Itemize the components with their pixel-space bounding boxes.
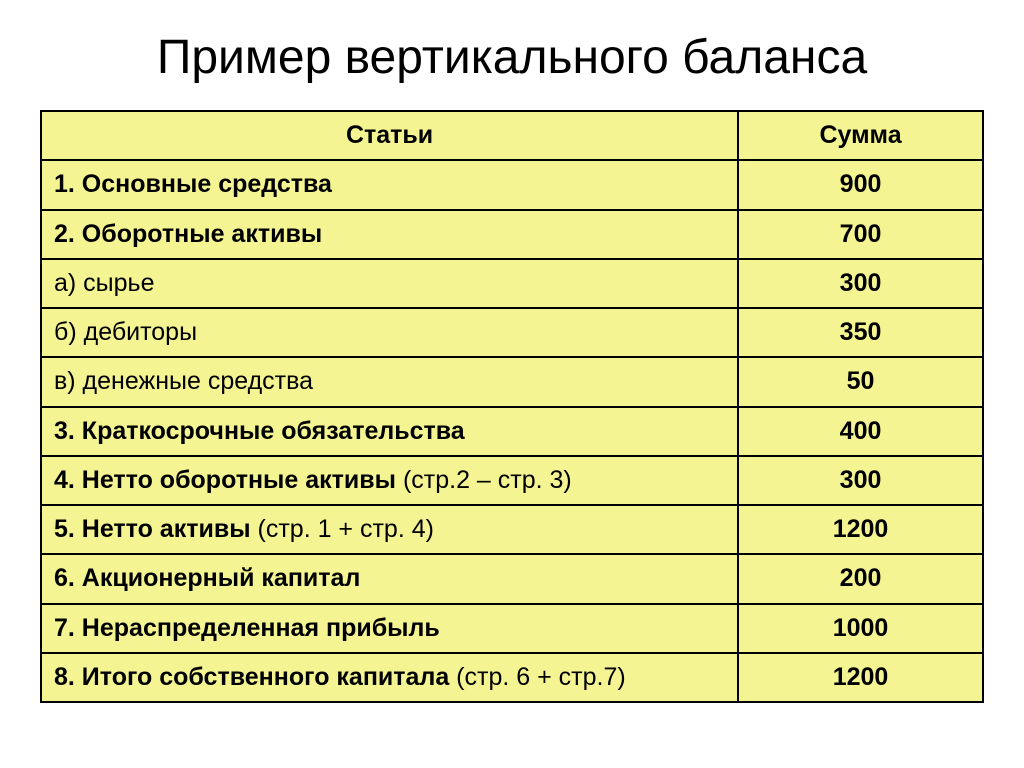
row-label: Нетто активы — [75, 515, 251, 543]
table-row: в) денежные средства50 — [41, 357, 983, 406]
row-note: (стр.2 – стр. 3) — [396, 466, 572, 494]
row-label: денежные средства — [76, 367, 313, 395]
row-prefix: 5. — [54, 515, 75, 543]
table-row: 6. Акционерный капитал200 — [41, 554, 983, 603]
row-prefix: 2. — [54, 220, 75, 248]
row-label: Основные средства — [75, 170, 332, 198]
sum-cell: 300 — [738, 259, 983, 308]
row-prefix: а) — [54, 269, 76, 297]
article-cell: б) дебиторы — [41, 308, 738, 357]
row-label: дебиторы — [77, 318, 197, 346]
row-label: Нетто оборотные активы — [75, 466, 396, 494]
row-prefix: б) — [54, 318, 77, 346]
sum-cell: 350 — [738, 308, 983, 357]
sum-cell: 400 — [738, 407, 983, 456]
row-prefix: 1. — [54, 170, 75, 198]
article-cell: 4. Нетто оборотные активы (стр.2 – стр. … — [41, 456, 738, 505]
table-row: 1. Основные средства900 — [41, 160, 983, 209]
sum-cell: 300 — [738, 456, 983, 505]
row-label: Оборотные активы — [75, 220, 322, 248]
row-prefix: 8. — [54, 663, 75, 691]
row-prefix: 3. — [54, 417, 75, 445]
row-note: (стр. 6 + стр.7) — [449, 663, 625, 691]
article-cell: 2. Оборотные активы — [41, 210, 738, 259]
sum-cell: 50 — [738, 357, 983, 406]
row-prefix: 4. — [54, 466, 75, 494]
row-label: сырье — [76, 269, 154, 297]
article-cell: а) сырье — [41, 259, 738, 308]
balance-table: Статьи Сумма 1. Основные средства9002. О… — [40, 110, 984, 703]
row-label: Итого собственного капитала — [75, 663, 449, 691]
table-row: 5. Нетто активы (стр. 1 + стр. 4)1200 — [41, 505, 983, 554]
sum-cell: 1000 — [738, 604, 983, 653]
article-cell: 3. Краткосрочные обязательства — [41, 407, 738, 456]
row-label: Нераспределенная прибыль — [75, 614, 440, 642]
article-cell: 1. Основные средства — [41, 160, 738, 209]
table-row: 8. Итого собственного капитала (стр. 6 +… — [41, 653, 983, 702]
row-prefix: в) — [54, 367, 76, 395]
table-row: 7. Нераспределенная прибыль1000 — [41, 604, 983, 653]
sum-cell: 1200 — [738, 653, 983, 702]
table-row: 3. Краткосрочные обязательства400 — [41, 407, 983, 456]
table-row: а) сырье300 — [41, 259, 983, 308]
table-row: 2. Оборотные активы700 — [41, 210, 983, 259]
col-header-article: Статьи — [41, 111, 738, 160]
table-header-row: Статьи Сумма — [41, 111, 983, 160]
page-title: Пример вертикального баланса — [40, 30, 984, 85]
row-note: (стр. 1 + стр. 4) — [251, 515, 434, 543]
row-prefix: 7. — [54, 614, 75, 642]
sum-cell: 200 — [738, 554, 983, 603]
sum-cell: 1200 — [738, 505, 983, 554]
article-cell: 5. Нетто активы (стр. 1 + стр. 4) — [41, 505, 738, 554]
article-cell: 6. Акционерный капитал — [41, 554, 738, 603]
article-cell: 8. Итого собственного капитала (стр. 6 +… — [41, 653, 738, 702]
row-label: Акционерный капитал — [75, 564, 360, 592]
row-prefix: 6. — [54, 564, 75, 592]
table-row: 4. Нетто оборотные активы (стр.2 – стр. … — [41, 456, 983, 505]
article-cell: в) денежные средства — [41, 357, 738, 406]
row-label: Краткосрочные обязательства — [75, 417, 465, 445]
col-header-sum: Сумма — [738, 111, 983, 160]
table-row: б) дебиторы350 — [41, 308, 983, 357]
slide: Пример вертикального баланса Статьи Сумм… — [0, 0, 1024, 768]
sum-cell: 900 — [738, 160, 983, 209]
sum-cell: 700 — [738, 210, 983, 259]
article-cell: 7. Нераспределенная прибыль — [41, 604, 738, 653]
